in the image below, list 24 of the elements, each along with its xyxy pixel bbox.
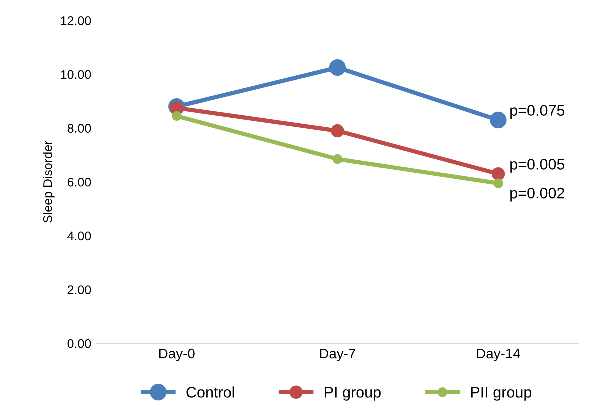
legend-label: PII group [471, 387, 532, 401]
y-tick-label: 0.00 [68, 339, 92, 348]
point [332, 154, 343, 164]
point [492, 167, 506, 181]
y-tick-label: 8.00 [68, 124, 92, 133]
y-tick-label: 10.00 [61, 70, 92, 80]
annotation: p=0.075 [510, 105, 565, 120]
point [329, 59, 346, 76]
point [490, 112, 507, 129]
annotation: p=0.005 [510, 159, 565, 173]
x-tick-label: Day-14 [477, 348, 520, 362]
x-tick-label: Day-7 [320, 348, 356, 362]
y-tick-label: 12.00 [61, 16, 92, 26]
point [494, 178, 504, 188]
y-tick-label: 2.00 [68, 286, 92, 294]
y-tick-label: 4.00 [68, 232, 92, 241]
point [331, 124, 344, 138]
point [172, 111, 182, 122]
legend-label: PI group [325, 387, 381, 401]
y-axis-title: Sleep Disorder [43, 141, 55, 223]
y-tick-label: 6.00 [68, 178, 92, 187]
annotation: p=0.002 [510, 188, 564, 202]
legend-label: Control [186, 386, 234, 398]
x-tick-label: Day-0 [159, 348, 195, 362]
